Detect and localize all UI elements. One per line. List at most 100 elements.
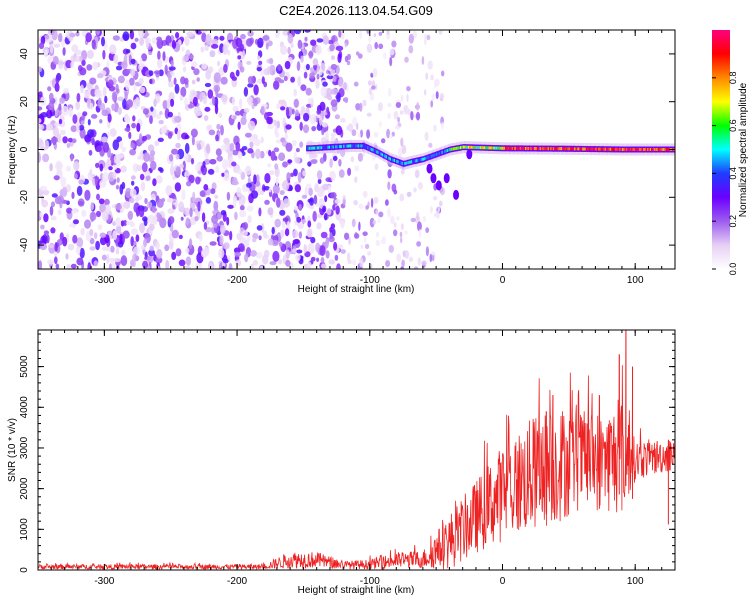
- spectrogram-cell: [204, 44, 209, 52]
- spectrogram-cell: [391, 183, 397, 193]
- spectrogram-cell: [201, 63, 208, 70]
- spectrogram-cell: [227, 49, 231, 56]
- spectrogram-cell: [635, 148, 638, 151]
- spectrogram-cell: [312, 210, 318, 222]
- spectrogram-cell: [170, 165, 175, 176]
- spectrogram-cell: [347, 144, 350, 148]
- spectrogram-cell: [261, 76, 265, 85]
- spectrogram-cell: [441, 121, 444, 130]
- spectrogram-cell: [325, 177, 332, 183]
- spectrogram-cell: [587, 147, 590, 151]
- spectrogram-cell: [278, 152, 286, 161]
- spectrogram-cell: [66, 264, 71, 269]
- spectrogram-cell: [237, 243, 245, 252]
- spectrogram-cell: [70, 125, 78, 133]
- spectrogram-cell: [542, 147, 545, 151]
- spectrogram-cell: [108, 257, 115, 263]
- spectrogram-cell: [410, 217, 416, 223]
- spectrogram-cell: [239, 209, 247, 218]
- spectrogram-cell: [86, 64, 93, 71]
- spectrogram-cell: [413, 187, 417, 193]
- spectrogram-cell: [182, 160, 186, 171]
- spectrogram-cell: [55, 160, 63, 172]
- spectrogram-cell: [316, 170, 323, 180]
- spectrogram-cell: [572, 147, 575, 151]
- spectrogram-cell: [218, 112, 223, 119]
- spectrogram-cell: [269, 261, 277, 266]
- spectrogram-cell: [353, 81, 359, 87]
- spectrogram-xtick-label: 100: [627, 275, 644, 286]
- spectrogram-cell: [169, 98, 175, 107]
- spectrogram-cell: [405, 161, 408, 165]
- spectrogram-cell: [221, 94, 228, 103]
- spectrogram-cell: [614, 147, 616, 151]
- spectrogram-cell: [316, 73, 320, 80]
- spectrogram-cell: [396, 216, 400, 221]
- spectrogram-cell: [130, 68, 136, 77]
- spectrogram-cell: [89, 229, 94, 236]
- spectrogram-cell: [73, 160, 80, 171]
- figure-title: C2E4.2026.113.04.54.G09: [279, 3, 433, 18]
- spectrogram-cell: [137, 155, 142, 160]
- spectrogram-cell: [192, 191, 196, 203]
- spectrogram-cell: [301, 194, 308, 199]
- spectrogram-cell: [70, 153, 74, 162]
- spectrogram-cell: [207, 89, 214, 99]
- spectrogram-cell: [338, 78, 343, 86]
- spectrogram-cell: [352, 116, 358, 127]
- spectrogram-cell: [389, 56, 393, 67]
- spectrogram-cell: [47, 86, 52, 92]
- spectrogram-cell: [427, 60, 433, 70]
- spectrogram-cell: [71, 209, 78, 214]
- spectrogram-cell: [325, 87, 333, 97]
- spectrogram-cell: [184, 97, 188, 107]
- spectrogram-cell: [368, 88, 373, 95]
- spectrogram-cell: [199, 190, 206, 197]
- spectrogram-cell: [46, 109, 53, 119]
- spectrogram-cell: [153, 98, 157, 107]
- spectrogram-cell: [424, 157, 427, 161]
- spectrogram-cell: [647, 148, 650, 151]
- spectrogram-cell: [124, 91, 128, 101]
- spectrogram-cell: [242, 222, 249, 230]
- spectrogram-cell: [204, 82, 212, 88]
- spectrogram-cell: [525, 147, 527, 150]
- spectrogram-cell: [386, 30, 390, 35]
- spectrogram-cell: [358, 221, 361, 231]
- spectrogram-cell: [397, 160, 400, 164]
- spectrogram-cell: [530, 147, 533, 150]
- spectrogram-cell: [179, 95, 184, 101]
- spectrogram-cell: [307, 220, 312, 228]
- spectrogram-cell: [104, 198, 110, 206]
- spectrogram-cell: [135, 196, 139, 202]
- spectrogram-cell: [254, 139, 261, 146]
- spectrogram-cell: [410, 111, 414, 121]
- spectrogram-cell: [233, 197, 237, 209]
- spectrogram-cell: [384, 154, 387, 158]
- spectrogram-cell: [522, 146, 525, 150]
- spectrogram-cell: [394, 125, 400, 130]
- spectrogram-cell: [330, 88, 338, 95]
- spectrogram-cell: [316, 146, 319, 150]
- spectrogram-cell: [258, 60, 263, 65]
- spectrogram-cell: [367, 80, 372, 86]
- spectrogram-cell: [275, 177, 279, 186]
- spectrogram-cell: [652, 148, 655, 151]
- spectrogram-cell: [320, 257, 325, 264]
- spectrogram-cell: [79, 67, 87, 76]
- spectrogram-cell: [76, 185, 83, 196]
- spectrogram-cell: [182, 66, 187, 73]
- spectrogram-cell: [180, 216, 184, 221]
- spectrogram-cell: [287, 159, 293, 164]
- spectrogram-cell: [433, 153, 436, 157]
- spectrogram-cell: [607, 147, 610, 151]
- spectrogram-cell: [237, 121, 241, 130]
- spectrogram-cell: [309, 197, 315, 206]
- spectrogram-cell: [267, 65, 271, 76]
- spectrogram-cell: [503, 146, 506, 150]
- spectrogram-cell: [330, 223, 336, 230]
- spectrogram-cell: [50, 216, 57, 221]
- spectrogram-cell: [337, 53, 342, 63]
- snr-ylabel: SNR (10 * v/v): [7, 418, 18, 482]
- spectrogram-cell: [372, 68, 378, 78]
